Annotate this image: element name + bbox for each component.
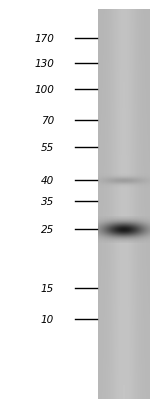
Text: 170: 170	[34, 34, 54, 44]
Text: 55: 55	[41, 142, 54, 152]
Text: 35: 35	[41, 196, 54, 206]
Text: 25: 25	[41, 225, 54, 235]
Text: 40: 40	[41, 176, 54, 186]
Text: 10: 10	[41, 314, 54, 324]
Text: 100: 100	[34, 85, 54, 95]
Text: 15: 15	[41, 283, 54, 293]
Text: 130: 130	[34, 58, 54, 68]
Text: 70: 70	[41, 116, 54, 126]
